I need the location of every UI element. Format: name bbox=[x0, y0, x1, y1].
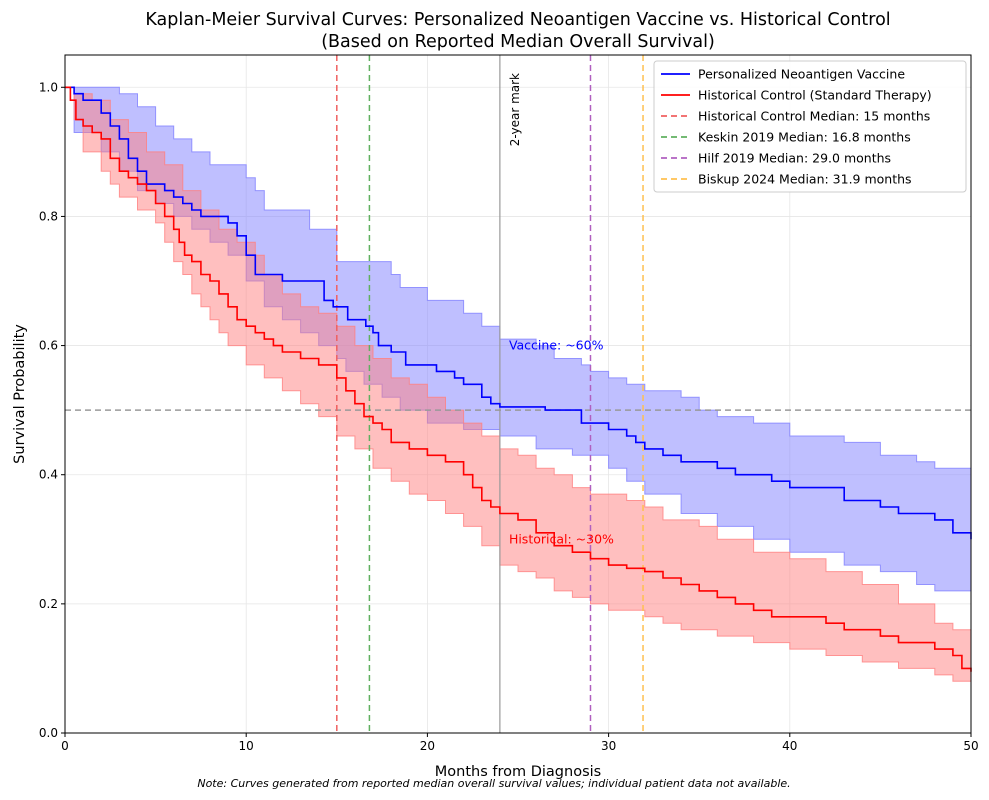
footnote: Note: Curves generated from reported med… bbox=[197, 777, 790, 790]
legend-entry-label: Historical Control (Standard Therapy) bbox=[698, 88, 932, 103]
legend-entry-label: Biskup 2024 Median: 31.9 months bbox=[698, 172, 912, 187]
y-tick-label: 0.8 bbox=[39, 209, 58, 223]
x-axis-label: Months from Diagnosis bbox=[435, 764, 601, 780]
series-line-historical bbox=[65, 86, 972, 672]
legend: Personalized Neoantigen Vaccine Historica… bbox=[653, 60, 967, 193]
axis-ticks: 0 10 20 30 40 50 0.0 0.2 0.4 0.6 0.8 1.0 bbox=[39, 80, 979, 753]
y-tick-label: 1.0 bbox=[39, 80, 58, 94]
x-tick-label: 50 bbox=[963, 739, 978, 753]
legend-entry-label: Keskin 2019 Median: 16.8 months bbox=[698, 130, 911, 145]
y-axis-label: Survival Probability bbox=[12, 324, 28, 464]
y-tick-label: 0.6 bbox=[39, 339, 58, 353]
survival-lines bbox=[65, 86, 972, 672]
x-tick-label: 10 bbox=[239, 739, 254, 753]
median-lines bbox=[336, 55, 644, 733]
x-tick-label: 40 bbox=[782, 739, 797, 753]
legend-box bbox=[653, 60, 967, 193]
x-tick-label: 0 bbox=[61, 739, 69, 753]
confidence-band-historical bbox=[65, 86, 972, 695]
chart-title: Kaplan-Meier Survival Curves: Personaliz… bbox=[145, 10, 890, 30]
legend-entry-label: Hilf 2019 Median: 29.0 months bbox=[698, 151, 891, 166]
y-tick-label: 0.2 bbox=[39, 597, 58, 611]
y-tick-label: 0.0 bbox=[39, 726, 58, 740]
y-tick-label: 0.4 bbox=[39, 468, 58, 482]
x-tick-label: 30 bbox=[601, 739, 616, 753]
chart-subtitle: (Based on Reported Median Overall Surviv… bbox=[321, 32, 715, 52]
confidence-bands bbox=[65, 86, 972, 695]
annotation-text: Historical: ~30% bbox=[509, 531, 614, 546]
reference-lines: 2-year mark bbox=[65, 55, 971, 733]
plot-frame bbox=[64, 54, 972, 734]
annotations: Vaccine: ~60% Historical: ~30% bbox=[509, 338, 614, 547]
legend-entry-label: Historical Control Median: 15 months bbox=[698, 109, 930, 124]
series-line-vaccine bbox=[65, 86, 972, 540]
legend-entry-label: Personalized Neoantigen Vaccine bbox=[698, 67, 905, 82]
two-year-mark-label: 2-year mark bbox=[508, 73, 522, 146]
annotation-text: Vaccine: ~60% bbox=[509, 338, 604, 353]
x-tick-label: 20 bbox=[420, 739, 435, 753]
